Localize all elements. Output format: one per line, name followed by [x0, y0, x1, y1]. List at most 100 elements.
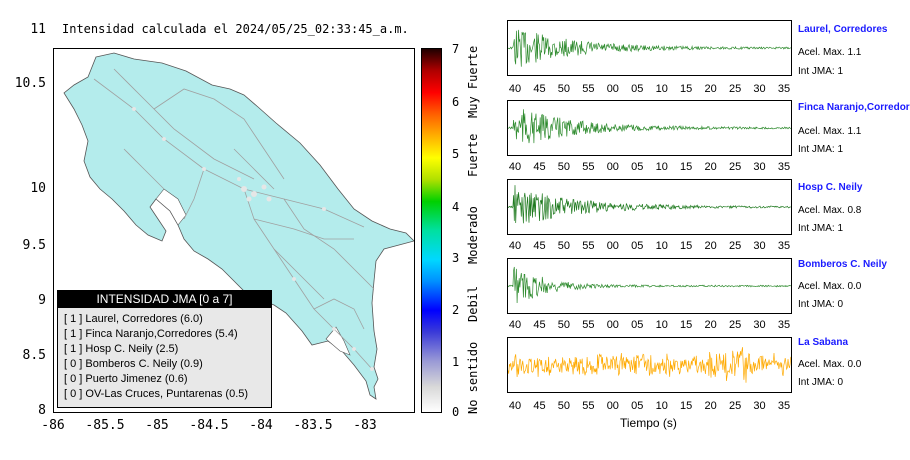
time-tick: 50 [557, 240, 571, 252]
time-axis: 40 45 50 55 00 05 10 15 20 25 30 35 [507, 240, 792, 254]
time-tick: 30 [753, 240, 766, 252]
station-jma: Int JMA: 0 [798, 377, 844, 388]
legend-item: [ 1 ] Finca Naranjo,Corredores (5.4) [64, 328, 238, 340]
map-x-tick: -86 [41, 418, 65, 433]
waveform-panel[interactable] [507, 100, 792, 156]
time-tick: 50 [557, 161, 571, 173]
map-y-tick: 9 [38, 293, 46, 308]
station-name: La Sabana [798, 337, 849, 348]
time-tick: 40 [508, 240, 522, 252]
colorbar-tick: 6 [452, 95, 460, 109]
colorbar-tick: 0 [452, 405, 460, 419]
time-tick: 20 [704, 240, 717, 252]
waveform-panel[interactable] [507, 20, 792, 76]
time-tick: 15 [680, 319, 693, 331]
time-tick: 55 [582, 161, 595, 173]
map-y-tick: 10 [30, 181, 46, 196]
station-name: Hosp C. Neily [798, 182, 863, 193]
time-tick: 40 [508, 83, 522, 95]
time-tick: 00 [606, 240, 619, 252]
time-tick: 50 [557, 319, 571, 331]
time-tick: 55 [582, 240, 595, 252]
time-tick: 00 [606, 400, 619, 412]
time-tick: 10 [655, 83, 668, 95]
legend-item: [ 1 ] Hosp C. Neily (2.5) [64, 343, 179, 355]
colorbar-label: Debil [466, 285, 480, 322]
station-name: Finca Naranjo,Corredores [798, 102, 910, 113]
time-tick: 55 [582, 83, 595, 95]
time-tick: 05 [631, 161, 644, 173]
waveform-line [508, 109, 791, 144]
legend-item: [ 0 ] Bomberos C. Neily (0.9) [64, 358, 203, 370]
legend-item: [ 0 ] OV-Las Cruces, Puntarenas (0.5) [64, 388, 249, 400]
time-tick: 45 [533, 400, 546, 412]
time-tick: 55 [582, 319, 595, 331]
waveform-line [508, 185, 791, 224]
time-tick: 10 [655, 400, 668, 412]
waveform-line [508, 29, 791, 67]
time-tick: 15 [680, 400, 693, 412]
legend-title: INTENSIDAD JMA [0 a 7] [58, 291, 271, 308]
waveform-panel[interactable] [507, 179, 792, 235]
time-tick: 40 [508, 400, 522, 412]
station-acel: Acel. Max. 1.1 [798, 126, 862, 137]
time-tick: 55 [582, 400, 595, 412]
time-tick: 10 [655, 319, 668, 331]
time-tick: 45 [533, 319, 546, 331]
time-tick: 00 [606, 83, 619, 95]
time-tick: 45 [533, 161, 546, 173]
station-name: Laurel, Corredores [798, 24, 888, 35]
map-y-tick: 8.5 [22, 348, 46, 363]
map-x-tick: -85 [145, 418, 169, 433]
time-tick: 15 [680, 161, 693, 173]
colorbar-tick: 4 [452, 200, 460, 214]
time-tick: 40 [508, 161, 522, 173]
time-axis: 40 45 50 55 00 05 10 15 20 25 30 35 [507, 161, 792, 175]
time-tick: 15 [680, 83, 693, 95]
map-y-tick: 8 [38, 403, 46, 418]
waveform-trace [508, 347, 791, 383]
time-tick: 30 [753, 319, 766, 331]
intensity-legend: INTENSIDAD JMA [0 a 7] [ 1 ] Laurel, Cor… [57, 290, 272, 408]
colorbar-tick: 3 [452, 251, 460, 265]
time-tick: 10 [655, 161, 668, 173]
map-x-tick: -83.5 [293, 418, 333, 433]
colorbar-tick: 1 [452, 355, 460, 369]
colorbar-tick: 5 [452, 147, 460, 161]
time-tick: 25 [728, 83, 742, 95]
time-tick: 35 [777, 319, 791, 331]
time-axis: 40 45 50 55 00 05 10 15 20 25 30 35 [507, 319, 792, 333]
colorbar-label: No sentido [466, 341, 480, 414]
waveform-trace [508, 266, 791, 304]
waveform-trace [508, 29, 791, 67]
time-tick: 30 [753, 161, 766, 173]
intensity-colorbar [421, 48, 442, 413]
time-tick: 05 [631, 83, 644, 95]
time-tick: 50 [557, 83, 571, 95]
time-tick: 05 [631, 400, 644, 412]
time-tick: 50 [557, 400, 571, 412]
waveform-trace [508, 109, 791, 144]
legend-item: [ 1 ] Laurel, Corredores (6.0) [64, 313, 203, 325]
time-tick: 00 [606, 161, 619, 173]
map-y-tick: 9.5 [22, 238, 46, 253]
time-axis-label: Tiempo (s) [620, 416, 677, 430]
time-tick: 45 [533, 240, 546, 252]
map-y-tick: 11 [30, 22, 46, 37]
station-jma: Int JMA: 1 [798, 66, 844, 77]
colorbar-tick: 7 [452, 42, 460, 56]
road-network [93, 68, 375, 370]
waveform-line [508, 347, 791, 383]
station-name: Bomberos C. Neily [798, 259, 887, 270]
waveform-panel[interactable] [507, 258, 792, 314]
time-tick: 20 [704, 83, 717, 95]
time-tick: 20 [704, 161, 717, 173]
time-tick: 35 [777, 400, 791, 412]
time-tick: 25 [728, 319, 742, 331]
time-tick: 10 [655, 240, 668, 252]
time-tick: 45 [533, 83, 546, 95]
time-tick: 30 [753, 83, 766, 95]
time-tick: 05 [631, 319, 644, 331]
waveform-panel[interactable] [507, 337, 792, 393]
map-x-tick: -83 [353, 418, 377, 433]
